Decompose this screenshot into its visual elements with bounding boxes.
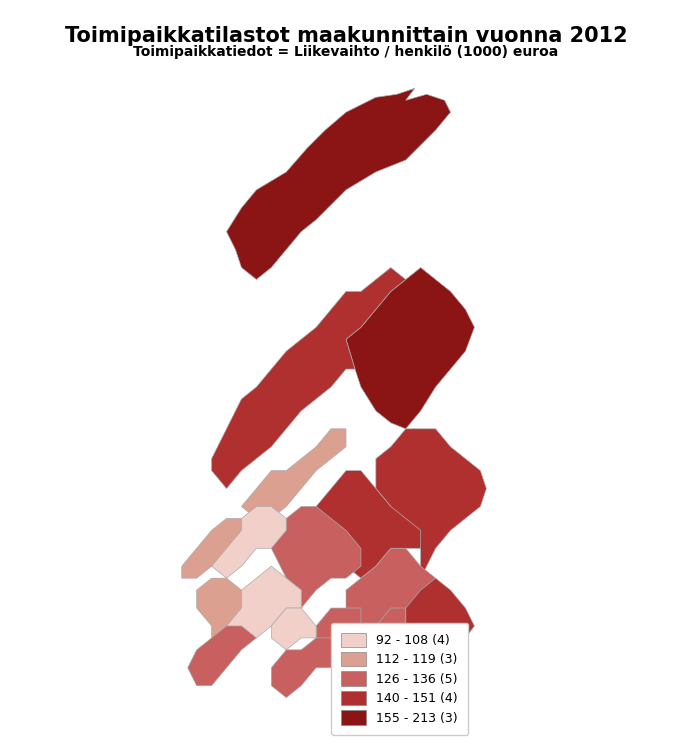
Polygon shape: [188, 626, 257, 686]
Polygon shape: [316, 471, 421, 578]
Polygon shape: [212, 268, 406, 488]
Polygon shape: [226, 88, 450, 280]
Polygon shape: [182, 518, 242, 578]
Polygon shape: [226, 566, 301, 638]
Polygon shape: [346, 268, 475, 429]
Polygon shape: [346, 548, 435, 638]
Polygon shape: [316, 608, 361, 650]
Polygon shape: [197, 578, 242, 638]
Polygon shape: [346, 608, 406, 668]
Polygon shape: [212, 506, 286, 578]
Text: Toimipaikkatilastot maakunnittain vuonna 2012: Toimipaikkatilastot maakunnittain vuonna…: [64, 26, 628, 46]
Polygon shape: [271, 638, 346, 698]
Text: Toimipaikkatiedot = Liikevaihto / henkilö (1000) euroa: Toimipaikkatiedot = Liikevaihto / henkil…: [134, 45, 558, 59]
Polygon shape: [406, 578, 475, 668]
Polygon shape: [271, 608, 316, 650]
Polygon shape: [242, 429, 346, 518]
Legend: 92 - 108 (4), 112 - 119 (3), 126 - 136 (5), 140 - 151 (4), 155 - 213 (3): 92 - 108 (4), 112 - 119 (3), 126 - 136 (…: [331, 622, 468, 735]
Polygon shape: [376, 429, 486, 578]
Polygon shape: [271, 506, 361, 608]
